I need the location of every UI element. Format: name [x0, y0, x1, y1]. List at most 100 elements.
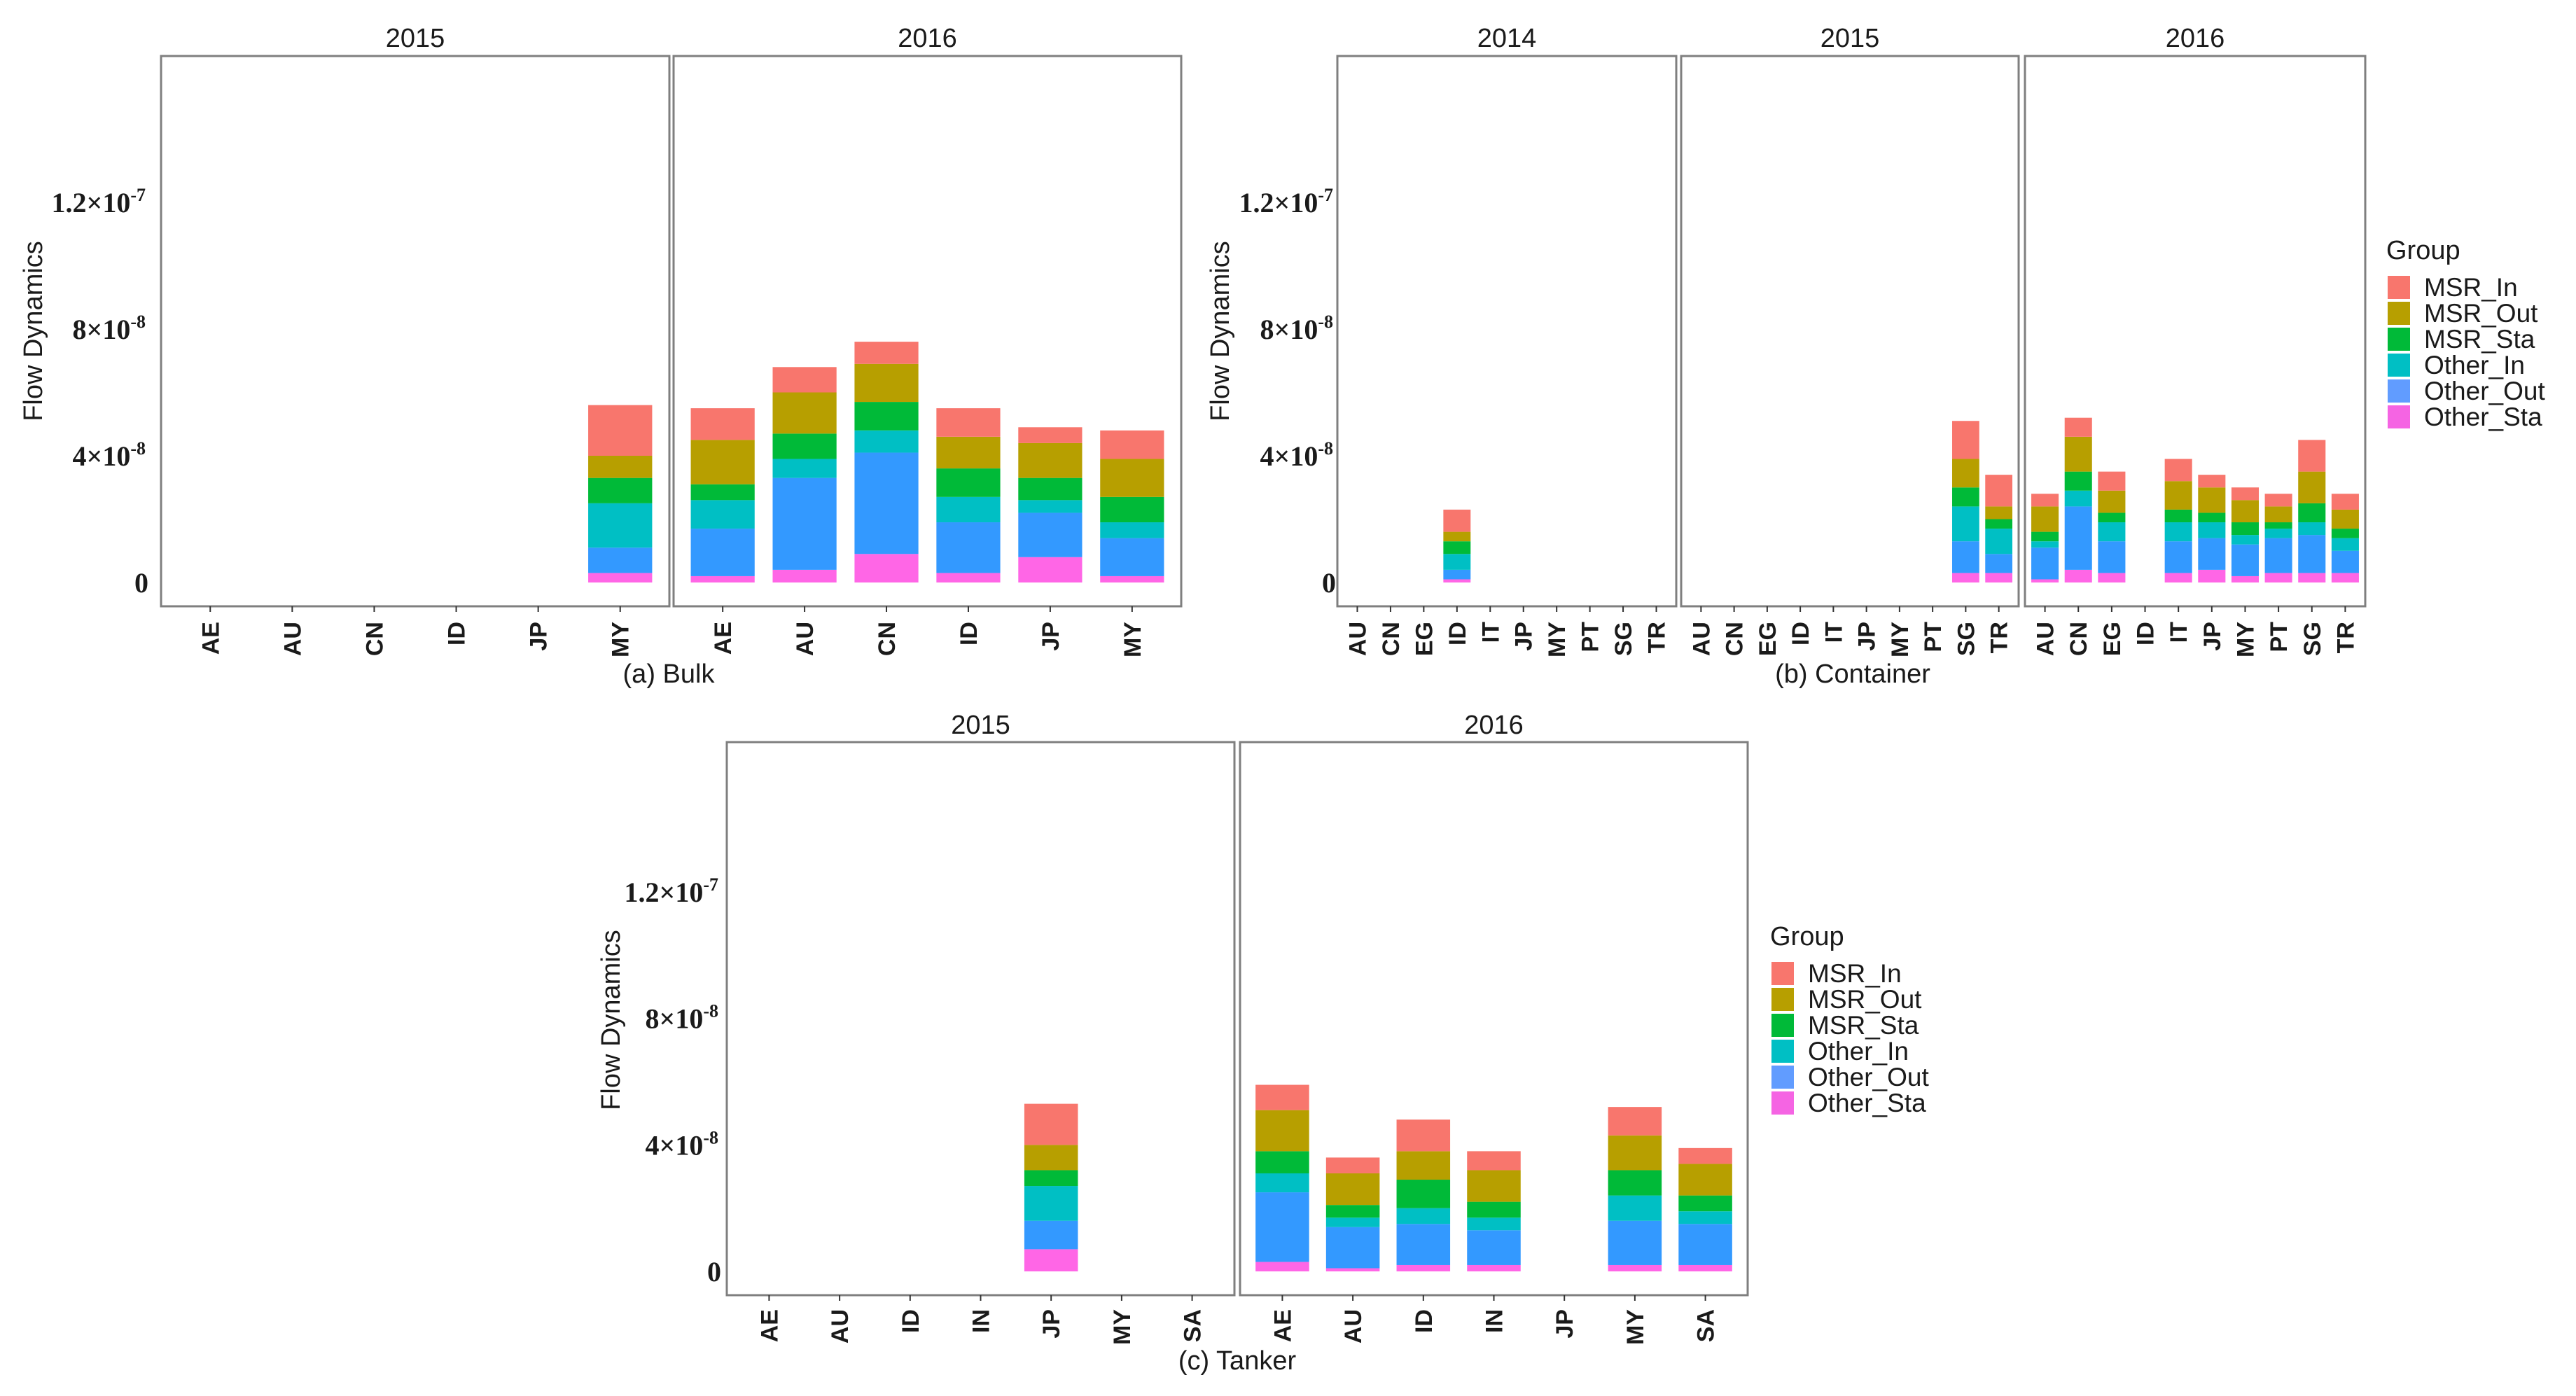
- chart-caption: (a) Bulk: [623, 659, 716, 689]
- x-tick-label: PT: [2266, 622, 2292, 652]
- bar-segment-my-other-out: [588, 547, 653, 573]
- bar-segment-sg-msr-sta: [2298, 503, 2326, 523]
- y-tick-label: 8×10-8: [646, 1001, 718, 1035]
- legend-swatch: [2388, 354, 2410, 377]
- bar-segment-eg-other-out: [2098, 541, 2126, 573]
- facet-2016: 2016 AU CN EG ID IT JP MY PT SG TR: [2024, 24, 2367, 657]
- legend-swatch: [1771, 1014, 1794, 1037]
- bar-segment-ae-msr-out: [1255, 1110, 1309, 1152]
- legend-swatch: [1771, 1040, 1794, 1063]
- x-tick-label: AU: [2033, 622, 2059, 656]
- legend-swatch: [1771, 1066, 1794, 1089]
- x-tick-label: ID: [956, 622, 982, 645]
- legend-swatch: [2388, 276, 2410, 299]
- x-tick-label: TR: [2332, 622, 2359, 653]
- bar-segment-ae-other-out: [1255, 1192, 1309, 1262]
- facet-title: 2015: [386, 24, 445, 53]
- bar-segment-it-other-sta: [2164, 573, 2192, 582]
- bar-segment-my-msr-in: [2231, 487, 2260, 501]
- chart-ctanker: Flow Dynamics 0 4×10-8 8×10-8 1.2×10-7 2015 AE…: [597, 711, 1749, 1376]
- legend-swatch: [1771, 962, 1794, 985]
- bar-segment-it-msr-sta: [2164, 509, 2192, 523]
- y-tick-label: 8×10-8: [73, 312, 146, 345]
- bar-segment-in-other-in: [1467, 1217, 1521, 1231]
- bar-segment-id-other-in: [936, 496, 1001, 523]
- bar-segment-cn-msr-in: [2064, 417, 2092, 437]
- bar-segment-id-msr-out: [936, 436, 1001, 469]
- x-tick-label: EG: [1755, 622, 1781, 656]
- bar-segment-au-other-sta: [1325, 1268, 1380, 1271]
- bar-segment-ae-msr-out: [690, 440, 755, 484]
- bar-segment-sa-msr-in: [1678, 1147, 1732, 1164]
- bar-segment-tr-other-sta: [2331, 573, 2359, 582]
- bar-segment-jp-msr-sta: [1018, 477, 1082, 501]
- x-tick-label: MY: [1622, 1309, 1649, 1345]
- bar-segment-cn-msr-out: [2064, 436, 2092, 472]
- x-tick-label: MY: [1887, 622, 1914, 657]
- bar-segment-sg-other-out: [1952, 541, 1979, 573]
- legend-swatch: [1771, 1091, 1794, 1115]
- bar-segment-pt-msr-in: [2264, 494, 2292, 507]
- bar-segment-au-other-in: [772, 459, 837, 478]
- bar-segment-jp-other-sta: [1018, 557, 1082, 582]
- x-tick-label: MY: [1120, 622, 1146, 657]
- x-tick-label: JP: [1038, 1309, 1065, 1339]
- y-tick-label: 4×10-8: [1260, 438, 1333, 472]
- legend-label: Other_Sta: [2424, 403, 2542, 431]
- bar-segment-au-msr-in: [772, 367, 837, 393]
- x-tick-label: ID: [1411, 1309, 1437, 1333]
- bar-segment-au-other-in: [2031, 541, 2059, 548]
- bar-segment-in-msr-in: [1467, 1151, 1521, 1171]
- bar-segment-id-other-out: [1396, 1224, 1451, 1265]
- x-tick-label: ID: [2133, 622, 2159, 645]
- legend-title: Group: [1770, 922, 1844, 951]
- bar-segment-sg-msr-sta: [1952, 487, 1979, 507]
- bar-segment-id-other-in: [1396, 1208, 1451, 1224]
- bar-segment-it-msr-in: [2164, 459, 2192, 482]
- bar-segment-in-other-out: [1467, 1230, 1521, 1265]
- bar-segment-my-other-sta: [588, 573, 653, 582]
- x-tick-label: JP: [1854, 622, 1881, 651]
- bar-segment-sa-other-out: [1678, 1224, 1732, 1265]
- facet-2015: 2015 AU CN EG ID IT JP MY PT SG TR: [1680, 24, 2020, 657]
- y-tick-label: 8×10-8: [1260, 312, 1333, 345]
- panel-border: [672, 55, 1183, 608]
- bar-segment-id-other-out: [1443, 569, 1471, 580]
- x-tick-label: AE: [756, 1309, 783, 1342]
- bar-segment-cn-other-in: [2064, 490, 2092, 507]
- bar-segment-sa-other-sta: [1678, 1264, 1732, 1271]
- x-tick-label: AE: [197, 622, 224, 655]
- x-tick-label: AU: [1340, 1309, 1367, 1343]
- x-tick-label: IN: [968, 1309, 995, 1333]
- bar-segment-my-msr-sta: [588, 477, 653, 503]
- bar-segment-au-msr-sta: [1325, 1205, 1380, 1218]
- legend-swatch: [2388, 379, 2410, 403]
- bar-segment-my-other-out: [1608, 1220, 1662, 1265]
- bar-segment-in-other-sta: [1467, 1264, 1521, 1271]
- x-tick-label: MY: [1109, 1309, 1136, 1345]
- bar-segment-my-other-in: [588, 503, 653, 548]
- y-tick-label: 4×10-8: [73, 438, 146, 472]
- x-tick-label: SG: [1610, 622, 1637, 656]
- x-tick-label: SA: [1693, 1309, 1720, 1342]
- bar-segment-sg-other-in: [2298, 522, 2326, 536]
- bar-segment-eg-other-in: [2098, 522, 2126, 542]
- legend-swatch: [2388, 405, 2410, 428]
- x-tick-label: MY: [1544, 622, 1571, 657]
- bar-segment-jp-other-sta: [2198, 569, 2226, 582]
- y-tick-label: 1.2×10-7: [625, 874, 718, 908]
- bar-segment-my-other-out: [1100, 538, 1164, 576]
- bar-segment-my-other-in: [1608, 1195, 1662, 1221]
- bar-segment-sa-other-in: [1678, 1211, 1732, 1224]
- legend-label: MSR_In: [1808, 959, 1902, 988]
- bar-segment-cn-other-out: [2064, 506, 2092, 570]
- facet-2016: 2016 AE AU ID IN JP MY SA: [1239, 711, 1749, 1345]
- legend-label: MSR_Out: [1808, 985, 1922, 1014]
- x-tick-label: JP: [526, 622, 552, 651]
- bar-segment-my-other-in: [2231, 535, 2260, 545]
- bar-segment-ae-msr-in: [690, 408, 755, 440]
- bar-segment-ae-other-sta: [690, 575, 755, 582]
- y-tick-label: 4×10-8: [646, 1127, 718, 1161]
- facet-2016: 2016 AE AU CN ID JP MY: [672, 24, 1183, 657]
- bar-segment-tr-other-out: [2331, 550, 2359, 573]
